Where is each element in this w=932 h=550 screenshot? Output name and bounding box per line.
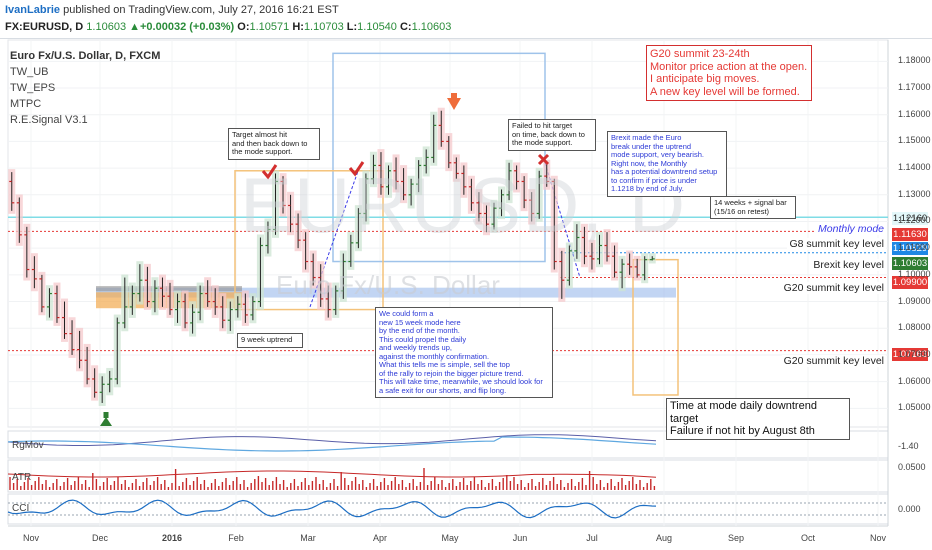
cci-line [7, 499, 657, 519]
checkmark-icon [261, 164, 278, 180]
high-value: 1.10703 [303, 21, 344, 33]
y-tick-label: 1.10000 [898, 268, 931, 279]
y-tick-label: 1.11000 [898, 242, 930, 253]
cycle-box-orange [234, 170, 384, 311]
open-label: O: [237, 21, 250, 33]
up-arrow-stem [103, 412, 109, 418]
note-9-week-uptrend: 9 week uptrend [237, 333, 303, 348]
low-label: L: [346, 21, 358, 33]
close-label: C: [399, 21, 412, 33]
price-tag-g20-lower: 1.07163 [892, 348, 928, 361]
y-tick-label: 1.09000 [898, 295, 931, 306]
cci-pane [7, 493, 889, 525]
y-tick-label: 1.15000 [898, 135, 931, 146]
x-tick-label: Apr [372, 533, 388, 543]
price-tag-1-12160: 1.12160 [892, 212, 928, 225]
chart-header: IvanLabrie published on TradingView.com,… [0, 0, 932, 39]
indicator-tw-ub[interactable]: TW_UB [10, 66, 49, 78]
level-label-g8: G8 summit key level [787, 238, 886, 250]
indicator-tw-eps[interactable]: TW_EPS [10, 82, 56, 94]
note-time-at-mode: Time at mode daily downtrend target Fail… [666, 398, 850, 440]
level-label-brexit: Brexit key level [811, 259, 886, 271]
y-tick-label: 1.06000 [898, 375, 931, 386]
y-tick-label: 1.07000 [898, 348, 931, 359]
x-tick-label: Dec [91, 533, 109, 543]
y-tick-label: 1.12000 [898, 215, 931, 226]
pane-value-rgmov: -1.40 [898, 441, 919, 451]
x-tick-label: May [441, 533, 459, 543]
down-arrow-icon [447, 98, 461, 110]
indicator-mtpc[interactable]: MTPC [10, 98, 42, 110]
y-tick-label: 1.08000 [898, 322, 931, 333]
x-tick-label: Oct [800, 533, 816, 543]
note-failed-target: Failed to hit target on time, back down … [508, 119, 596, 151]
note-weeks-signal: 14 weeks + signal bar (15/16 on retest) [710, 196, 796, 219]
y-tick-label: 1.16000 [898, 108, 931, 119]
open-value: 1.10571 [249, 21, 290, 33]
atr-line [7, 470, 657, 478]
level-label-g20-upper: G20 summit key level [781, 282, 886, 294]
x-tick-label: Sep [727, 533, 745, 543]
x-tick-label: Nov [869, 533, 887, 543]
pane-name-cci: CCI [12, 503, 30, 514]
symbol-label[interactable]: FX:EURUSD, D [5, 21, 84, 33]
pane-name-rgmov: RgMov [12, 440, 44, 451]
note-g20-summit: G20 summit 23-24th Monitor price action … [646, 45, 812, 101]
cross-icon [537, 153, 550, 166]
down-arrow-stem [451, 93, 457, 99]
x-tick-label: Jun [512, 533, 528, 543]
price-tag-g20-upper: 1.09900 [892, 276, 928, 289]
up-arrow-icon [100, 417, 112, 426]
quote-line: FX:EURUSD, D 1.10603 ▲+0.00032 (+0.03%) … [5, 21, 451, 33]
close-value: 1.10603 [411, 21, 452, 33]
pane-name-atr: ATR [12, 472, 32, 483]
pane-value-atr: 0.0500 [898, 462, 926, 472]
publish-line: IvanLabrie published on TradingView.com,… [5, 4, 339, 16]
x-tick-label: 2016 [161, 533, 183, 543]
x-tick-label: Jul [586, 533, 598, 543]
series-title[interactable]: Euro Fx/U.S. Dollar, D, FXCM [10, 50, 161, 62]
y-tick-label: 1.14000 [898, 162, 931, 173]
note-target-almost-hit: Target almost hit and then back down to … [228, 128, 320, 160]
publish-info: published on TradingView.com, July 27, 2… [63, 4, 339, 16]
mode-zone-blue [96, 287, 676, 298]
rgmov-line-1 [7, 434, 657, 446]
price-tag-brexit: 1.10603 [892, 257, 928, 270]
indicator-re-signal[interactable]: R.E.Signal V3.1 [10, 114, 88, 126]
y-tick-label: 1.05000 [898, 402, 931, 413]
price-tag-g8: 1.10829 [892, 242, 928, 255]
high-label: H: [292, 21, 304, 33]
x-tick-label: Feb [228, 533, 244, 543]
y-tick-label: 1.17000 [898, 82, 931, 93]
x-tick-label: Nov [22, 533, 40, 543]
x-tick-label: Mar [300, 533, 316, 543]
x-tick-label: Aug [655, 533, 673, 543]
y-tick-label: 1.18000 [898, 55, 931, 66]
last-price: 1.10603 [86, 21, 127, 33]
name-watermark: Euro Fx/U.S. Dollar [276, 270, 500, 300]
author-link[interactable]: IvanLabrie [5, 4, 61, 16]
level-label-g20-lower: G20 summit key level [781, 355, 886, 367]
note-brexit: Brexit made the Euro break under the upt… [607, 131, 727, 197]
price-change: ▲+0.00032 (+0.03%) [129, 21, 235, 33]
low-value: 1.10540 [357, 21, 397, 33]
price-tag-monthly-mode: 1.11630 [892, 228, 928, 241]
y-tick-label: 1.13000 [898, 188, 931, 199]
rgmov-line-2 [7, 436, 657, 452]
note-15-week-mode: We could form a new 15 week mode here by… [375, 307, 553, 398]
checkmark-icon [348, 161, 365, 177]
level-label-monthly-mode: Monthly mode [816, 223, 886, 235]
indicator-list: Euro Fx/U.S. Dollar, D, FXCM TW_UB TW_EP… [10, 48, 160, 128]
pane-value-cci: 0.000 [898, 504, 921, 514]
